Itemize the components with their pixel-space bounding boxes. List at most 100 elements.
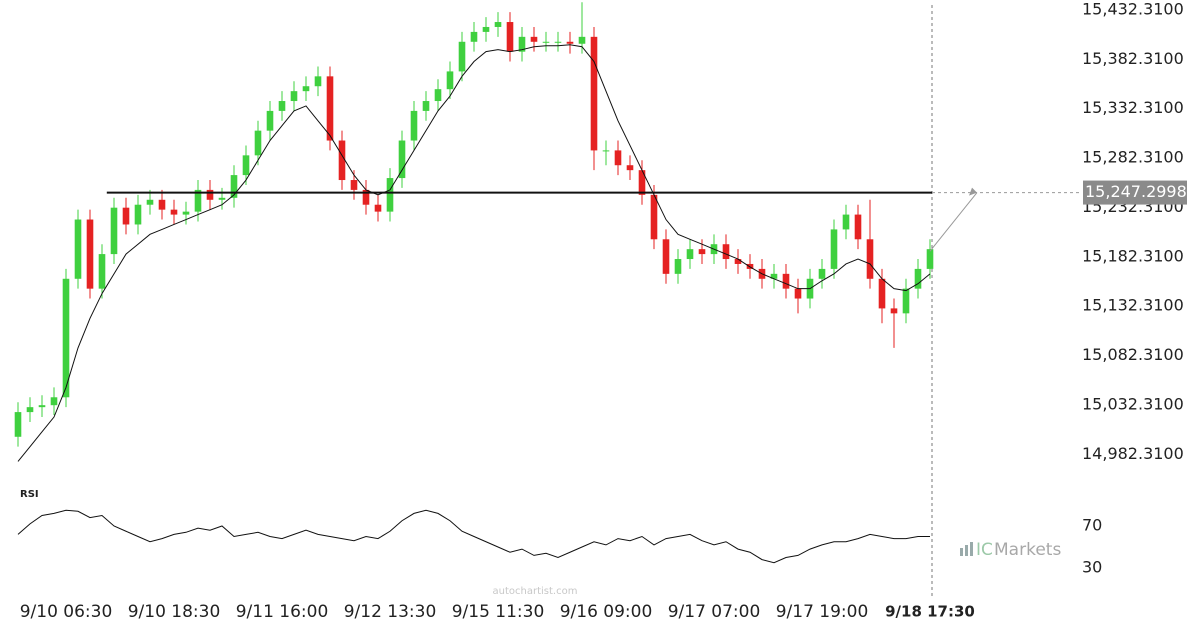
candle-body [878, 278, 886, 309]
candle-body [290, 91, 298, 102]
y-tick-label: 70 [1082, 516, 1102, 535]
logo-markets: Markets [994, 540, 1061, 560]
y-tick-label: 15,282.3100 [1082, 148, 1184, 167]
logo: IC Markets [960, 540, 1061, 560]
candle-body [338, 140, 346, 181]
candle-body [374, 204, 382, 212]
candle-body [386, 178, 394, 212]
candle-body [14, 412, 22, 437]
candle-body [146, 199, 154, 205]
candle-body [926, 249, 934, 269]
candle-body [662, 239, 670, 274]
x-tick-label: 9/11 16:00 [236, 602, 329, 622]
rsi-title: RSI [20, 489, 39, 500]
x-tick-label: 9/18 17:30 [885, 603, 975, 621]
candle-body [830, 229, 838, 269]
candle-body [206, 189, 214, 200]
candle-body [854, 214, 862, 240]
y-tick-label: 15,432.3100 [1082, 0, 1184, 18]
candle-body [50, 397, 58, 406]
candle-body [782, 273, 790, 289]
candle-body [242, 155, 250, 176]
candle-body [134, 204, 142, 225]
x-tick-label: 9/12 13:30 [344, 602, 437, 622]
watermark: autochartist.com [493, 586, 578, 597]
candle-body [770, 273, 778, 279]
candle-body [470, 31, 478, 42]
candle-body [278, 101, 286, 111]
candle-body [122, 207, 130, 225]
candle-body [506, 22, 514, 52]
candle-body [194, 189, 202, 212]
candle-body [566, 41, 574, 44]
candle-body [314, 76, 322, 87]
y-tick-label: 30 [1082, 558, 1102, 577]
candle-body [434, 89, 442, 102]
candle-body [410, 110, 418, 141]
arrow-head [969, 187, 977, 196]
candle-body [626, 165, 634, 171]
candle-body [902, 288, 910, 314]
logo-bar [970, 542, 973, 556]
y-tick-label: 15,332.3100 [1082, 98, 1184, 117]
candle-body [914, 268, 922, 289]
candle-body [398, 140, 406, 179]
candle-body [554, 41, 562, 43]
candle-body [722, 244, 730, 260]
candle-body [578, 36, 586, 44]
moving-average [17, 44, 931, 462]
candle-body [26, 407, 34, 413]
logo-bar [965, 545, 968, 556]
candle-body [98, 254, 106, 289]
forecast-arrow [929, 192, 978, 252]
y-tick-label: 15,132.3100 [1082, 296, 1184, 315]
x-tick-label: 9/15 11:30 [452, 602, 545, 622]
candle-body [458, 41, 466, 72]
candle-body [86, 219, 94, 289]
y-tick-label: 15,382.3100 [1082, 49, 1184, 68]
candle-body [170, 209, 178, 215]
logo-ic: IC [976, 540, 993, 560]
x-tick-label: 9/10 06:30 [20, 602, 113, 622]
y-tick-label: 14,982.3100 [1082, 444, 1184, 463]
candle-body [350, 180, 358, 190]
candle-body [218, 197, 226, 200]
candle-body [230, 175, 238, 198]
candle-body [62, 278, 70, 398]
candle-body [650, 194, 658, 240]
candle-body [890, 308, 898, 314]
candle-body [794, 288, 802, 299]
candle-body [362, 189, 370, 205]
candle-body [614, 150, 622, 166]
y-tick-label: 15,032.3100 [1082, 394, 1184, 413]
candle-body [698, 249, 706, 255]
x-tick-label: 9/17 07:00 [668, 602, 761, 622]
x-tick-label: 9/10 18:30 [128, 602, 221, 622]
candle-body [866, 239, 874, 279]
candle-body [266, 110, 274, 131]
candle-body [518, 36, 526, 52]
candle-body [530, 36, 538, 42]
candle-body [542, 41, 550, 43]
level-label: 15,247.2998 [1085, 182, 1187, 201]
level-label-bg [1083, 180, 1187, 205]
y-tick-label: 15,182.3100 [1082, 246, 1184, 265]
candle-body [590, 36, 598, 151]
y-tick-label: 15,082.3100 [1082, 345, 1184, 364]
candle-body [254, 130, 262, 156]
candle-body [326, 76, 334, 141]
x-tick-label: 9/16 09:00 [560, 602, 653, 622]
rsi-line [17, 509, 930, 564]
candle-body [38, 405, 46, 408]
candle-body [602, 150, 610, 152]
candle-body [686, 249, 694, 260]
candle-body [638, 170, 646, 195]
logo-bar [960, 548, 963, 556]
candle-body [182, 211, 190, 215]
candle-body [674, 259, 682, 274]
candle-body [734, 259, 742, 264]
candle-body [422, 101, 430, 111]
x-tick-label: 9/17 19:00 [776, 602, 869, 622]
